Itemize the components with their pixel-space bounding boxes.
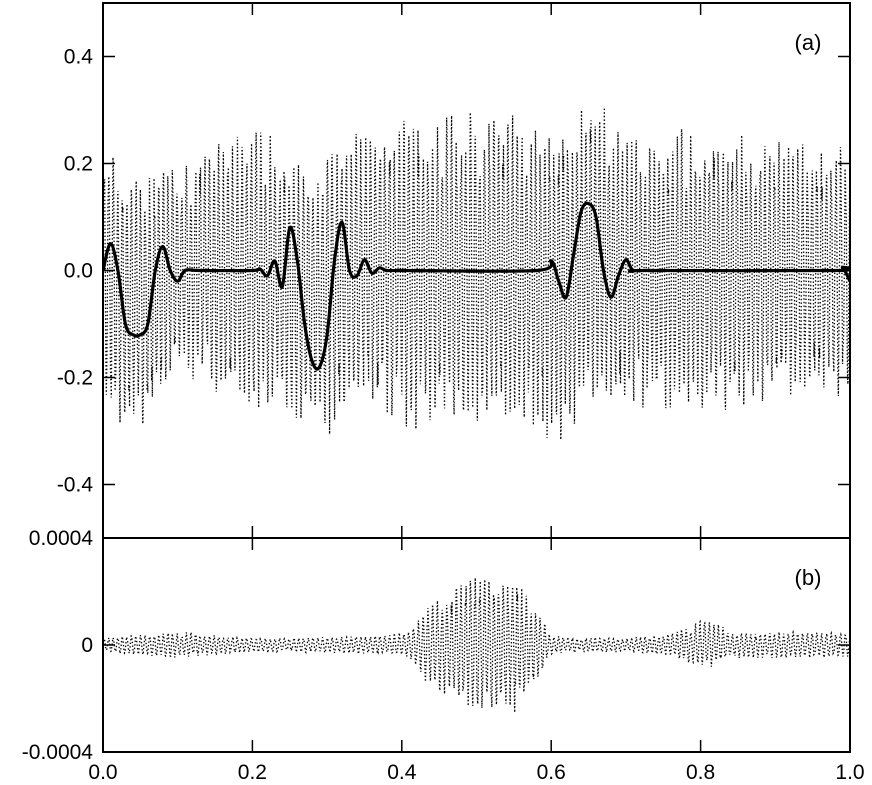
panel-a-y-ticks: 0.4 0.2 0.0 -0.2 -0.4: [57, 46, 850, 497]
panel-b-dotted-series: [103, 577, 850, 713]
solid-series-line: [103, 201, 850, 371]
y-tick-label: 0.2: [64, 153, 93, 176]
x-tick-label: 0.2: [238, 761, 267, 784]
y-tick-label: 0.0004: [29, 527, 94, 550]
x-tick-label: 0.4: [387, 761, 417, 784]
panel-b: 0.0004 0 -0.0004 0.0 0.2 0.4 0.6 0.8 1.0 (b): [22, 527, 865, 784]
panel-b-y-ticks: 0.0004 0 -0.0004: [22, 527, 850, 764]
y-tick-label: -0.2: [57, 367, 93, 390]
panel-a: 0.4 0.2 0.0 -0.2 -0.4 (a): [57, 2, 851, 539]
panel-a-label: (a): [795, 30, 822, 55]
panel-b-x-ticks: 0.0 0.2 0.4 0.6 0.8 1.0: [88, 538, 865, 784]
dotted-series-line: [103, 577, 850, 713]
y-tick-label: -0.0004: [22, 741, 94, 764]
y-tick-label: 0.4: [64, 46, 94, 69]
panel-b-label: (b): [795, 565, 822, 590]
dotted-series-line: [103, 107, 850, 440]
panel-a-x-ticks: [102, 3, 851, 538]
x-tick-label: 1.0: [835, 761, 864, 784]
panel-a-dotted-series: [103, 107, 850, 440]
x-tick-label: 0.8: [686, 761, 715, 784]
x-tick-label: 0.0: [88, 761, 117, 784]
x-tick-label: 0.6: [537, 761, 566, 784]
y-tick-label: -0.4: [57, 474, 94, 497]
panel-a-solid-series: [103, 201, 850, 371]
y-tick-label: 0: [81, 634, 93, 657]
y-tick-label: 0.0: [64, 260, 93, 283]
